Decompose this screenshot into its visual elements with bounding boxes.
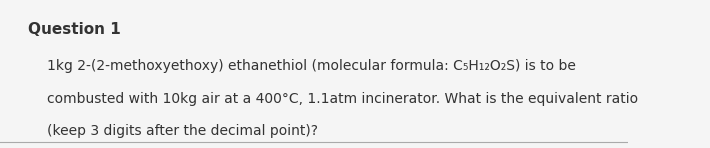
Text: 1kg 2-(2-methoxyethoxy) ethanethiol (molecular formula: C₅H₁₂O₂S) is to be: 1kg 2-(2-methoxyethoxy) ethanethiol (mol…	[47, 59, 576, 73]
Text: (keep 3 digits after the decimal point)?: (keep 3 digits after the decimal point)?	[47, 124, 318, 138]
Text: combusted with 10kg air at a 400°C, 1.1atm incinerator. What is the equivalent r: combusted with 10kg air at a 400°C, 1.1a…	[47, 92, 638, 106]
Text: Question 1: Question 1	[28, 22, 121, 37]
